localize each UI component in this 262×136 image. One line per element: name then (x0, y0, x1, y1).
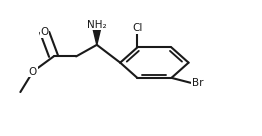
Polygon shape (91, 20, 103, 45)
Text: NH₂: NH₂ (87, 20, 107, 30)
Text: O: O (41, 27, 49, 37)
Text: Br: Br (192, 78, 204, 88)
Text: O: O (29, 67, 37, 77)
Text: Cl: Cl (132, 23, 143, 33)
